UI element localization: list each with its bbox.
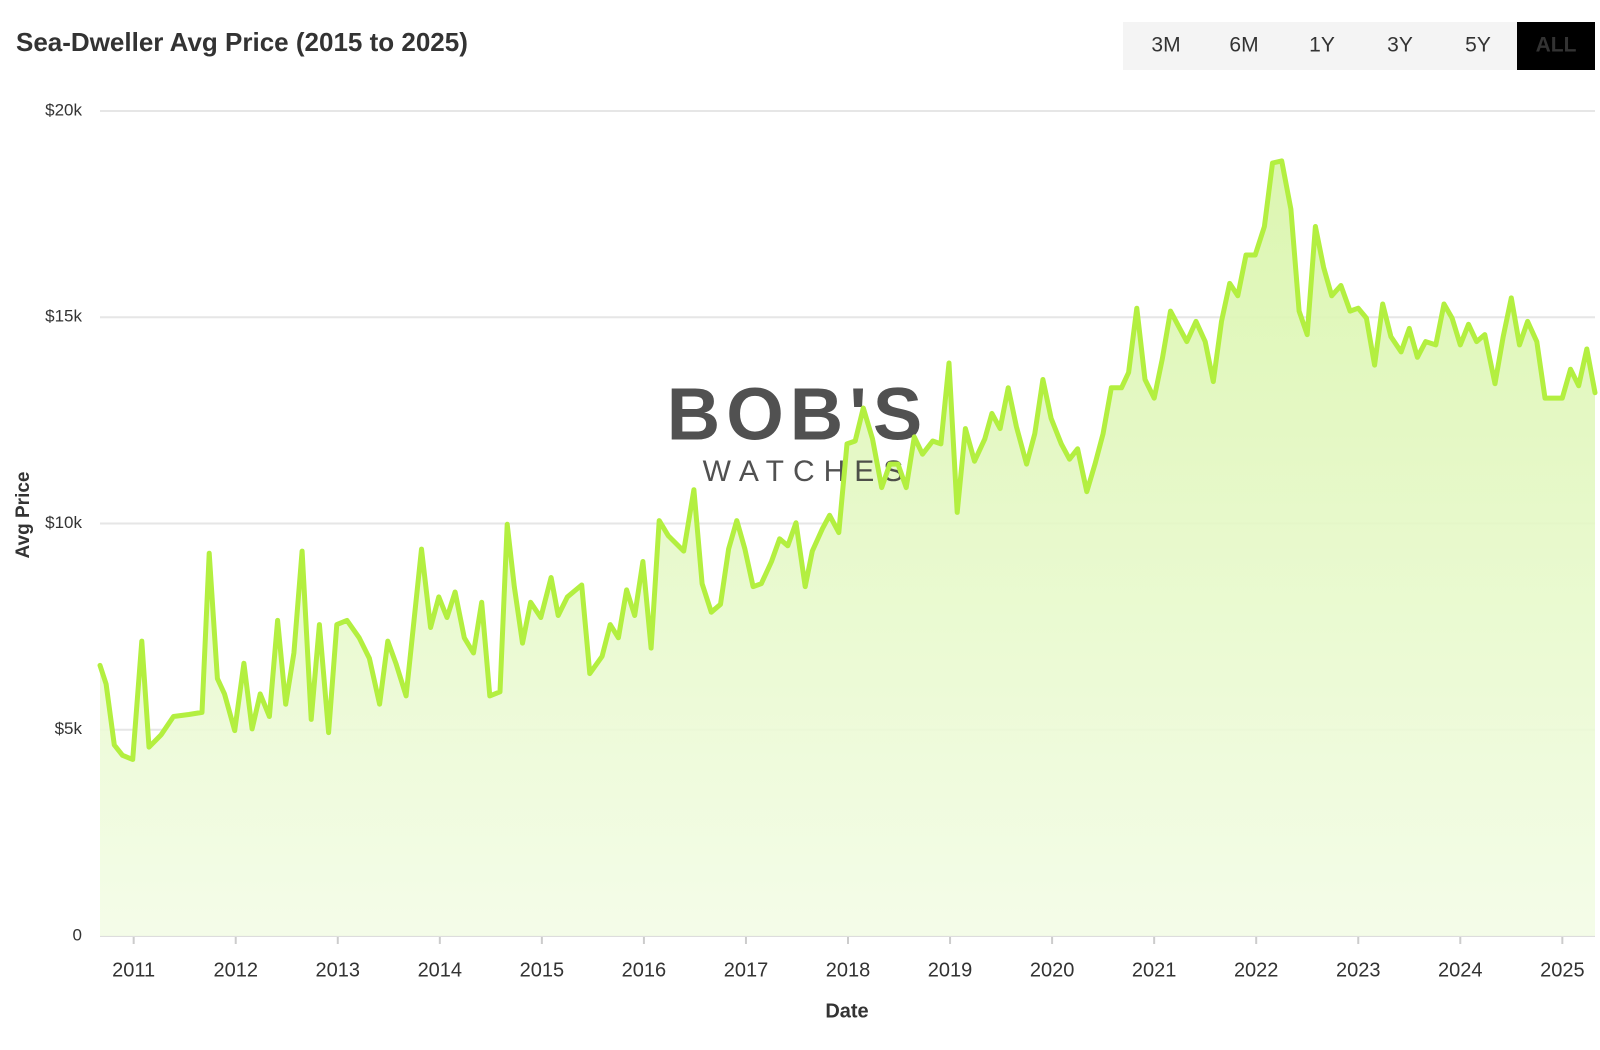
- price-line: [97, 158, 1598, 762]
- range-button-label: 3Y: [1387, 34, 1413, 57]
- x-tick-label: 2015: [520, 959, 565, 981]
- y-tick-label: $10k: [45, 513, 82, 532]
- x-tick-label: 2012: [213, 959, 258, 981]
- x-tick-label: 2025: [1540, 959, 1585, 981]
- chart-title: Sea-Dweller Avg Price (2015 to 2025): [16, 27, 468, 57]
- y-axis-title: Avg Price: [13, 472, 34, 559]
- watermark-brand: BOB'S: [667, 373, 928, 456]
- y-tick-label: $20k: [45, 100, 82, 119]
- x-tick-label: 2021: [1132, 959, 1177, 981]
- range-button-label: 5Y: [1465, 34, 1491, 57]
- watermark-sub: WATCHES: [703, 455, 913, 488]
- range-selector: [1123, 22, 1595, 70]
- y-tick-label: 0: [73, 925, 82, 944]
- x-tick-label: 2020: [1030, 959, 1075, 981]
- x-tick-label: 2023: [1336, 959, 1381, 981]
- x-tick-label: 2016: [622, 959, 667, 981]
- range-button-label: ALL: [1536, 34, 1577, 57]
- range-button-label: 6M: [1229, 34, 1258, 57]
- range-button-label: 1Y: [1309, 34, 1335, 57]
- price-area: [100, 160, 1595, 936]
- range-button[interactable]: [1517, 22, 1595, 70]
- x-tick-label: 2018: [826, 959, 871, 981]
- y-tick-label: $15k: [45, 307, 82, 326]
- x-tick-label: 2017: [724, 959, 769, 981]
- x-tick-label: 2011: [112, 959, 155, 981]
- x-tick-label: 2019: [928, 959, 973, 981]
- y-tick-label: $5k: [55, 719, 83, 738]
- x-tick-label: 2013: [316, 959, 361, 981]
- x-tick-label: 2014: [418, 959, 463, 981]
- x-tick-label: 2022: [1234, 959, 1279, 981]
- range-button-label: 3M: [1151, 34, 1180, 57]
- x-axis-title: Date: [825, 1000, 868, 1022]
- x-tick-label: 2024: [1438, 959, 1483, 981]
